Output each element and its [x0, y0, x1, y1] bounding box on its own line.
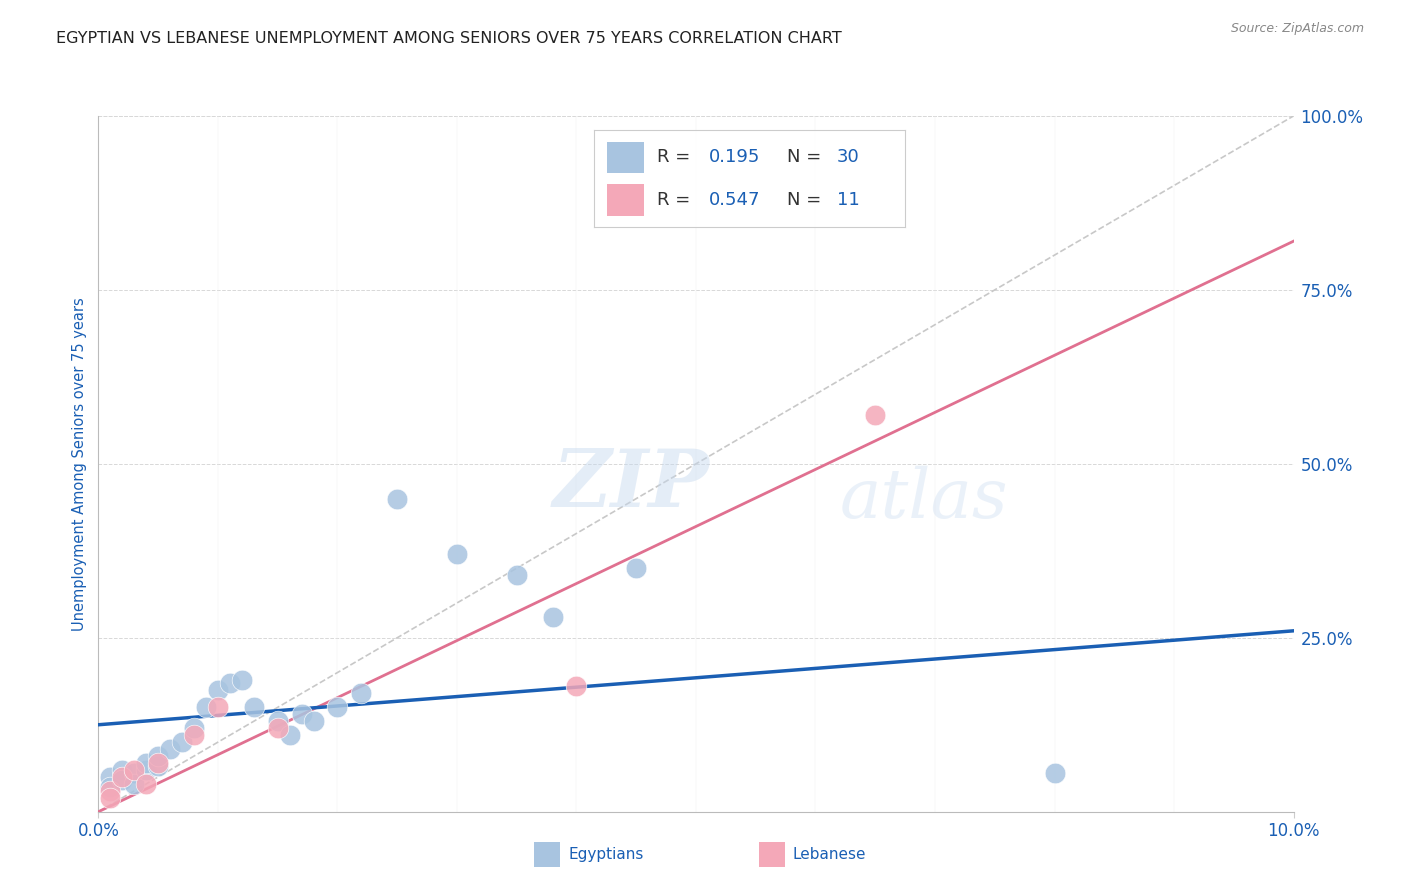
- Point: [111, 763, 134, 777]
- Point: [135, 756, 157, 770]
- Text: Source: ZipAtlas.com: Source: ZipAtlas.com: [1230, 22, 1364, 36]
- Point: [148, 759, 170, 773]
- Point: [219, 676, 242, 690]
- Point: [1043, 766, 1066, 780]
- Point: [148, 756, 170, 770]
- Text: N =: N =: [787, 191, 827, 209]
- Point: [243, 700, 266, 714]
- Text: ZIP: ZIP: [553, 446, 710, 524]
- Text: R =: R =: [657, 148, 696, 166]
- Point: [124, 777, 146, 791]
- Point: [565, 680, 588, 694]
- FancyBboxPatch shape: [607, 142, 644, 173]
- Text: 30: 30: [837, 148, 859, 166]
- Point: [267, 721, 290, 735]
- Point: [446, 547, 468, 561]
- Point: [183, 728, 205, 742]
- Point: [124, 763, 146, 777]
- Point: [326, 700, 349, 714]
- Point: [100, 790, 122, 805]
- Point: [135, 763, 157, 777]
- Text: N =: N =: [787, 148, 827, 166]
- Text: 0.195: 0.195: [710, 148, 761, 166]
- Y-axis label: Unemployment Among Seniors over 75 years: Unemployment Among Seniors over 75 years: [72, 297, 87, 631]
- Point: [111, 773, 134, 788]
- Point: [506, 568, 529, 582]
- Point: [159, 742, 181, 756]
- Point: [291, 707, 314, 722]
- Point: [100, 784, 122, 798]
- Point: [183, 721, 205, 735]
- Point: [111, 770, 134, 784]
- Point: [350, 686, 373, 700]
- Text: EGYPTIAN VS LEBANESE UNEMPLOYMENT AMONG SENIORS OVER 75 YEARS CORRELATION CHART: EGYPTIAN VS LEBANESE UNEMPLOYMENT AMONG …: [56, 31, 842, 46]
- Point: [865, 408, 887, 422]
- Point: [100, 770, 122, 784]
- Text: Lebanese: Lebanese: [793, 847, 866, 862]
- Point: [207, 683, 229, 698]
- Text: R =: R =: [657, 191, 696, 209]
- Text: Egyptians: Egyptians: [568, 847, 644, 862]
- Point: [385, 491, 409, 506]
- Point: [172, 735, 194, 749]
- Point: [100, 780, 122, 795]
- Point: [135, 777, 157, 791]
- Point: [148, 749, 170, 764]
- Point: [231, 673, 253, 687]
- Point: [207, 700, 229, 714]
- Text: atlas: atlas: [839, 466, 1008, 532]
- Point: [195, 700, 218, 714]
- Point: [267, 714, 290, 729]
- FancyBboxPatch shape: [607, 185, 644, 216]
- Text: 11: 11: [837, 191, 859, 209]
- Point: [302, 714, 325, 729]
- Point: [278, 728, 301, 742]
- Text: 0.547: 0.547: [710, 191, 761, 209]
- Point: [626, 561, 648, 575]
- Point: [124, 766, 146, 780]
- Point: [541, 610, 564, 624]
